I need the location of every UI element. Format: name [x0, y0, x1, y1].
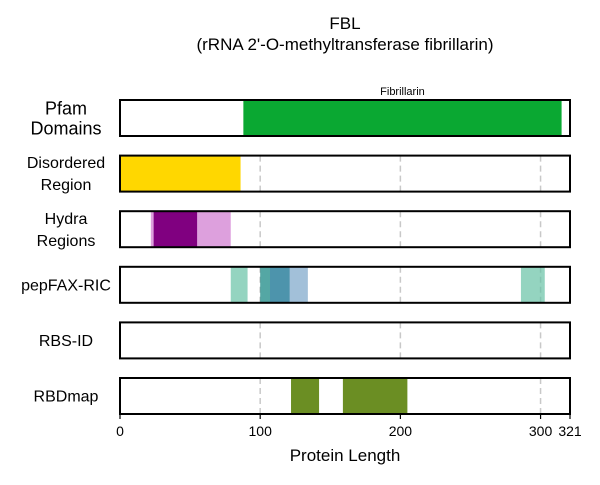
x-tick-label: 100	[249, 423, 273, 439]
track-border	[119, 377, 571, 415]
x-tick-label: 300	[529, 423, 553, 439]
track-label-line: Region	[41, 177, 92, 194]
segment-pepfax-ric-4	[520, 266, 545, 303]
chart-title: FBL	[329, 14, 360, 33]
segment-pepfax-ric-1	[230, 266, 248, 303]
track-label-line: pepFAX-RIC	[21, 277, 111, 294]
track-label-line: Regions	[37, 233, 96, 250]
segment-rbdmap-1	[291, 378, 320, 414]
chart-subtitle: (rRNA 2'-O-methyltransferase fibrillarin…	[196, 35, 493, 54]
track-label: pepFAX-RIC	[21, 277, 111, 294]
track-label: RBS-ID	[39, 333, 93, 350]
segment-pepfax-ric-3	[270, 266, 308, 303]
tracks-layer: Fibrillarin Pfam Domains Disordered Region Hy…	[21, 86, 571, 415]
track-border	[119, 99, 571, 137]
track-label-line: Disordered	[27, 155, 105, 172]
x-tick-label: 200	[389, 423, 413, 439]
track-label-line: Domains	[30, 118, 101, 138]
track-label-line: RBDmap	[34, 389, 99, 406]
track-label-line: Hydra	[45, 211, 88, 228]
track-rbdmap: RBDmap	[34, 377, 571, 415]
segment-rbdmap-2	[342, 378, 408, 414]
track-label: Disordered Region	[27, 155, 105, 194]
x-tick-label: 321	[558, 423, 582, 439]
track-label-line: RBS-ID	[39, 333, 93, 350]
track-rbs-id: RBS-ID	[39, 321, 571, 360]
track-background	[120, 322, 570, 359]
track-border	[119, 265, 571, 304]
track-background	[120, 266, 570, 303]
segment-disordered-region-1	[120, 155, 241, 192]
track-hydra-regions: Hydra Regions	[37, 210, 571, 250]
track-label: RBDmap	[34, 389, 99, 406]
track-disordered-region: Disordered Region	[27, 154, 571, 194]
track-border	[119, 154, 571, 193]
segment-hydra-regions-2	[153, 211, 198, 248]
x-axis: 0 100 200 300 321	[116, 414, 582, 439]
track-border	[119, 321, 571, 360]
track-border	[119, 210, 571, 249]
x-tick-label: 0	[116, 423, 124, 439]
x-axis-label: Protein Length	[290, 446, 401, 465]
segment-pfam-domains-1	[243, 100, 562, 136]
track-pfam-domains: Fibrillarin Pfam Domains	[30, 86, 571, 138]
track-label: Hydra Regions	[37, 211, 96, 250]
track-pepfax-ric: pepFAX-RIC	[21, 265, 571, 304]
segment-label: Fibrillarin	[380, 86, 425, 98]
track-label: Pfam Domains	[30, 98, 101, 138]
track-label-line: Pfam	[45, 98, 87, 118]
